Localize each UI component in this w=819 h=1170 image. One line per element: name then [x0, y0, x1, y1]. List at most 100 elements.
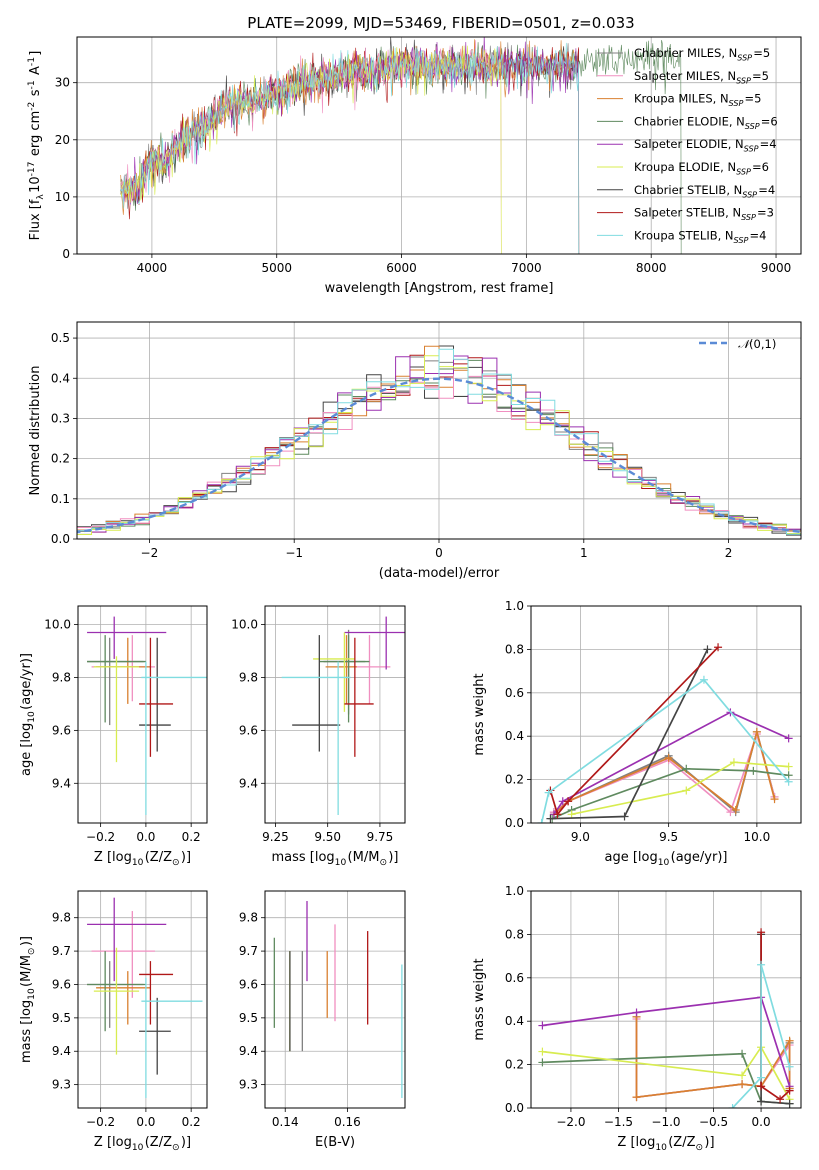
x-tick-label: 9.25 [262, 830, 289, 844]
data-point-marker [738, 1080, 747, 1089]
panel-age_vs_mass: 9.25 9.50 9.75 9.4 9.6 9.8 10.0 mass [log10 (M/… [231, 605, 406, 868]
panel-spectrum: 4000 5000 6000 7000 8000 9000 0 10 20 30 wavelengt… [27, 36, 802, 296]
data-point-marker [728, 1104, 737, 1108]
y-tick-label: 9.8 [239, 670, 258, 684]
y-tick-label: 9.3 [239, 1078, 258, 1092]
data-point-marker [699, 675, 708, 684]
data-point-marker [738, 1049, 747, 1058]
error-bar-point [325, 635, 357, 704]
data-point-marker [757, 1073, 766, 1082]
y-axis-label: mass weight [472, 958, 487, 1040]
error-bar-point [93, 656, 140, 763]
data-point-marker [785, 1099, 794, 1108]
error-bar-point [313, 632, 355, 712]
x-tick-label: 5000 [261, 261, 292, 275]
plot-area [537, 643, 793, 823]
legend-entry: 𝒩(0,1) [738, 337, 776, 351]
error-bar-point [91, 911, 155, 998]
weight-series-line [542, 1045, 791, 1100]
x-tick-label: 4000 [137, 261, 168, 275]
legend-entry: Salpeter STELIB, NSSP =3 [634, 206, 774, 222]
data-point-marker [632, 1008, 641, 1017]
data-point-marker [757, 960, 766, 969]
axes-frame [530, 605, 802, 824]
plot-area [538, 928, 794, 1108]
error-bar-point [139, 997, 171, 1075]
y-tick-label: 9.7 [239, 944, 258, 958]
legend-entry: Kroupa MILES, NSSP =5 [634, 92, 761, 108]
x-tick-label: 0.2 [182, 830, 201, 844]
error-bar-point [87, 616, 167, 659]
axes-frame [77, 890, 208, 1109]
error-bar-point [281, 661, 351, 816]
data-point-marker [729, 758, 738, 767]
x-tick-label: 0.0 [752, 1115, 771, 1129]
error-bar-point [96, 971, 151, 1025]
data-point-marker [632, 1093, 641, 1102]
y-tick-label: 1.0 [505, 884, 524, 898]
x-axis-label: wavelength [Angstrom, rest frame] [325, 281, 554, 296]
data-point-marker [567, 810, 576, 819]
data-point-marker [757, 1082, 766, 1091]
data-point-marker [770, 795, 779, 804]
legend-entry: Kroupa STELIB, NSSP =4 [634, 228, 766, 244]
x-axis-label: mass [log10 (M/M⊙ )] [271, 850, 398, 868]
y-tick-label: 9.5 [239, 1011, 258, 1025]
error-bar-point [141, 977, 203, 1098]
weight-series-line [635, 1016, 791, 1099]
weight-series-line [553, 731, 776, 814]
data-point-marker [544, 788, 553, 797]
x-tick-label: −1.5 [604, 1115, 633, 1129]
y-tick-label: 0.1 [51, 492, 70, 506]
axes-frame [77, 605, 208, 824]
x-tick-label: 0.2 [182, 1115, 201, 1129]
x-tick-label: 9.75 [367, 830, 394, 844]
data-point-marker [620, 812, 629, 821]
x-tick-label: 0.16 [334, 1115, 361, 1129]
y-tick-label: 0.4 [505, 1014, 524, 1028]
data-point-marker [776, 1095, 785, 1104]
data-point-marker [538, 1047, 547, 1056]
error-bar-point [344, 635, 391, 704]
data-point-marker [538, 1058, 547, 1067]
error-bar-point [87, 637, 144, 726]
y-tick-label: 0 [62, 247, 70, 261]
y-tick-label: 9.4 [52, 1044, 71, 1058]
panel-residuals: −2 −1 0 1 2 0.0 0.1 0.2 0.3 0.4 0.5 (data-model)/er… [28, 321, 802, 581]
x-axis-label: (data-model)/error [379, 566, 500, 581]
y-tick-label: 0.4 [505, 729, 524, 743]
plot-area [77, 345, 801, 538]
y-tick-label: 9.4 [239, 1044, 258, 1058]
weight-series-line [553, 711, 789, 815]
data-point-marker [738, 1071, 747, 1080]
legend-entry: Kroupa ELODIE, NSSP =6 [634, 160, 769, 176]
x-tick-label: −0.2 [86, 830, 115, 844]
y-tick-label: 30 [55, 76, 70, 90]
y-tick-label: 0.0 [505, 816, 524, 830]
y-tick-label: 0.0 [505, 1101, 524, 1115]
data-point-marker [682, 786, 691, 795]
data-point-marker [553, 810, 562, 819]
y-tick-label: 0.2 [505, 1058, 524, 1072]
x-tick-label: −0.5 [699, 1115, 728, 1129]
y-axis-label: Normed distribution [28, 366, 43, 496]
x-axis-label: E(B-V) [315, 1135, 355, 1150]
y-tick-label: 9.8 [52, 911, 71, 925]
x-tick-label: 0.0 [136, 830, 155, 844]
plot-area [273, 901, 403, 1098]
panel-mass_vs_Z: −0.2 0.0 0.2 9.3 9.4 9.5 9.6 9.7 9.8 Z [log10 (Z/… [19, 890, 208, 1153]
weight-series-line [540, 678, 790, 823]
x-tick-label: 1 [580, 546, 588, 560]
data-point-marker [731, 805, 740, 814]
plot-area [87, 897, 203, 1098]
error-bar-point [344, 637, 374, 757]
data-point-marker [784, 777, 793, 786]
data-point-marker [537, 819, 546, 823]
y-tick-label: 9.6 [239, 723, 258, 737]
data-point-marker [749, 766, 758, 775]
data-point-marker [785, 1036, 794, 1045]
legend-entry: Chabrier ELODIE, NSSP =6 [634, 114, 778, 130]
data-point-marker [546, 814, 555, 823]
plot-area [120, 37, 682, 254]
legend-entry: Chabrier STELIB, NSSP =4 [634, 183, 775, 199]
